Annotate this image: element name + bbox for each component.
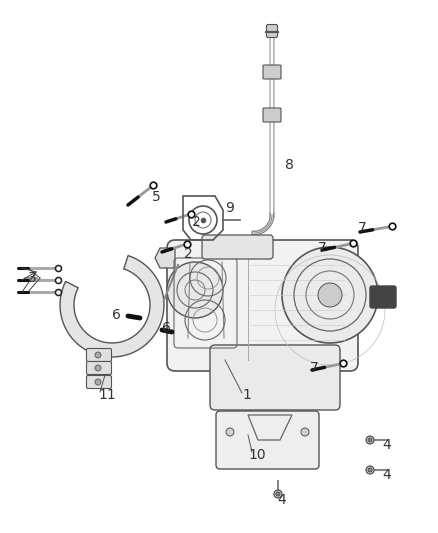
Text: 6: 6 xyxy=(162,321,171,335)
Text: 2: 2 xyxy=(192,215,201,229)
FancyBboxPatch shape xyxy=(86,361,112,375)
Circle shape xyxy=(167,262,223,318)
Text: 11: 11 xyxy=(98,388,116,402)
Text: 9: 9 xyxy=(225,201,234,215)
Text: 4: 4 xyxy=(382,438,391,452)
Circle shape xyxy=(282,247,378,343)
Circle shape xyxy=(95,379,101,385)
Circle shape xyxy=(368,438,372,442)
Text: 6: 6 xyxy=(112,308,121,322)
Circle shape xyxy=(95,352,101,358)
FancyBboxPatch shape xyxy=(202,235,273,259)
Circle shape xyxy=(301,428,309,436)
Circle shape xyxy=(366,466,374,474)
Text: 7: 7 xyxy=(310,361,319,375)
FancyBboxPatch shape xyxy=(263,108,281,122)
Circle shape xyxy=(95,365,101,371)
Circle shape xyxy=(226,428,234,436)
Polygon shape xyxy=(155,248,175,268)
Circle shape xyxy=(276,492,280,496)
Text: 10: 10 xyxy=(248,448,265,462)
Circle shape xyxy=(366,436,374,444)
Circle shape xyxy=(274,490,282,498)
Text: 7: 7 xyxy=(318,241,327,255)
FancyBboxPatch shape xyxy=(216,411,319,469)
Text: 5: 5 xyxy=(152,190,161,204)
Text: 4: 4 xyxy=(278,493,286,507)
FancyBboxPatch shape xyxy=(266,25,278,37)
FancyBboxPatch shape xyxy=(210,345,340,410)
Text: 8: 8 xyxy=(285,158,294,172)
FancyBboxPatch shape xyxy=(86,349,112,361)
Text: 2: 2 xyxy=(184,247,193,261)
Text: 3: 3 xyxy=(28,271,37,285)
Text: 4: 4 xyxy=(382,468,391,482)
Circle shape xyxy=(368,468,372,472)
Text: 1: 1 xyxy=(242,388,251,402)
Polygon shape xyxy=(60,255,164,357)
FancyBboxPatch shape xyxy=(167,240,358,371)
FancyBboxPatch shape xyxy=(263,65,281,79)
Text: 7: 7 xyxy=(358,221,367,235)
Circle shape xyxy=(318,283,342,307)
FancyBboxPatch shape xyxy=(370,286,396,308)
FancyBboxPatch shape xyxy=(86,376,112,389)
